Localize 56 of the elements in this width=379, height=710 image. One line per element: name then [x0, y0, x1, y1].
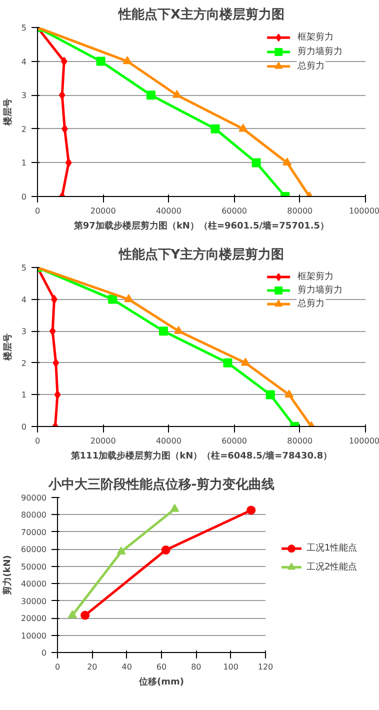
chart-title: 性能点下Y主方向楼层剪力图	[118, 246, 284, 262]
x-tick-label: 0	[54, 662, 60, 672]
legend-label: 总剪力	[296, 298, 325, 310]
x-tick-label: 40	[122, 662, 132, 672]
y-tick-label: 20000	[21, 614, 47, 624]
y-tick-label: 1	[21, 390, 27, 400]
legend-label: 框架剪力	[298, 271, 334, 282]
x-tick-label: 40000	[156, 436, 182, 446]
x-tick-label: 60000	[222, 206, 248, 216]
x-tick-label: 100	[223, 662, 238, 672]
y-tick-label: 80000	[21, 510, 47, 520]
x-axis-title: 位移(mm)	[138, 676, 184, 688]
y-tick-label: 40000	[21, 580, 47, 589]
x-tick-label: 60	[156, 662, 167, 672]
y-tick-label: 4	[21, 57, 27, 66]
y-tick-label: 0	[21, 422, 27, 432]
x-axis-title: 第97加载步楼层剪力图（kN）（柱=9601.5/墙=75701.5）	[72, 220, 330, 232]
y-tick-label: 10000	[21, 631, 47, 640]
x-tick-label: 20	[87, 662, 98, 672]
y-tick-label: 90000	[21, 494, 47, 502]
y-tick-label: 5	[21, 264, 27, 272]
y-tick-label: 60000	[21, 545, 47, 554]
legend-label: 框架剪力	[298, 32, 334, 43]
x-tick-label: 40000	[156, 206, 182, 216]
x-tick-label: 80000	[287, 436, 313, 446]
legend-label: 剪力墙剪力	[298, 46, 343, 58]
y-tick-label: 5	[21, 24, 27, 32]
y-tick-label: 30000	[21, 596, 47, 606]
chart-title: 小中大三阶段性能点位移-剪力变化曲线	[47, 476, 275, 492]
y-tick-label: 2	[21, 358, 27, 368]
y-tick-label: 3	[21, 327, 27, 336]
y-tick-label: 1	[21, 158, 27, 168]
y-tick-label: 70000	[21, 528, 47, 537]
y-tick-label: 4	[21, 295, 27, 304]
y-axis-title: 剪力(kN)	[2, 555, 14, 595]
x-tick-label: 20000	[90, 206, 116, 216]
legend-label: 工况2性能点	[306, 561, 358, 572]
legend-label: 工况1性能点	[306, 542, 358, 554]
x-tick-label: 100000	[348, 206, 379, 216]
x-tick-label: 120	[258, 662, 274, 672]
x-tick-label: 80000	[287, 206, 313, 216]
x-tick-label: 60000	[222, 436, 248, 446]
x-tick-label: 100000	[348, 436, 379, 446]
y-axis-title: 楼层号	[2, 334, 14, 362]
legend-label: 总剪力	[296, 60, 325, 72]
y-tick-label: 0	[21, 192, 27, 202]
y-tick-label: 50000	[21, 562, 47, 572]
x-axis-title: 第111加载步楼层剪力图（kN）（柱=6048.5/墙=78430.8）	[70, 450, 332, 462]
legend-label: 剪力墙剪力	[298, 284, 343, 296]
y-tick-label: 0	[41, 648, 47, 658]
chart-title: 性能点下X主方向楼层剪力图	[117, 6, 285, 22]
x-tick-label: 80	[191, 662, 202, 672]
x-tick-label: 20000	[90, 436, 116, 446]
y-tick-label: 3	[21, 91, 27, 100]
y-axis-title: 楼层号	[2, 98, 14, 126]
y-tick-label: 2	[21, 124, 27, 134]
